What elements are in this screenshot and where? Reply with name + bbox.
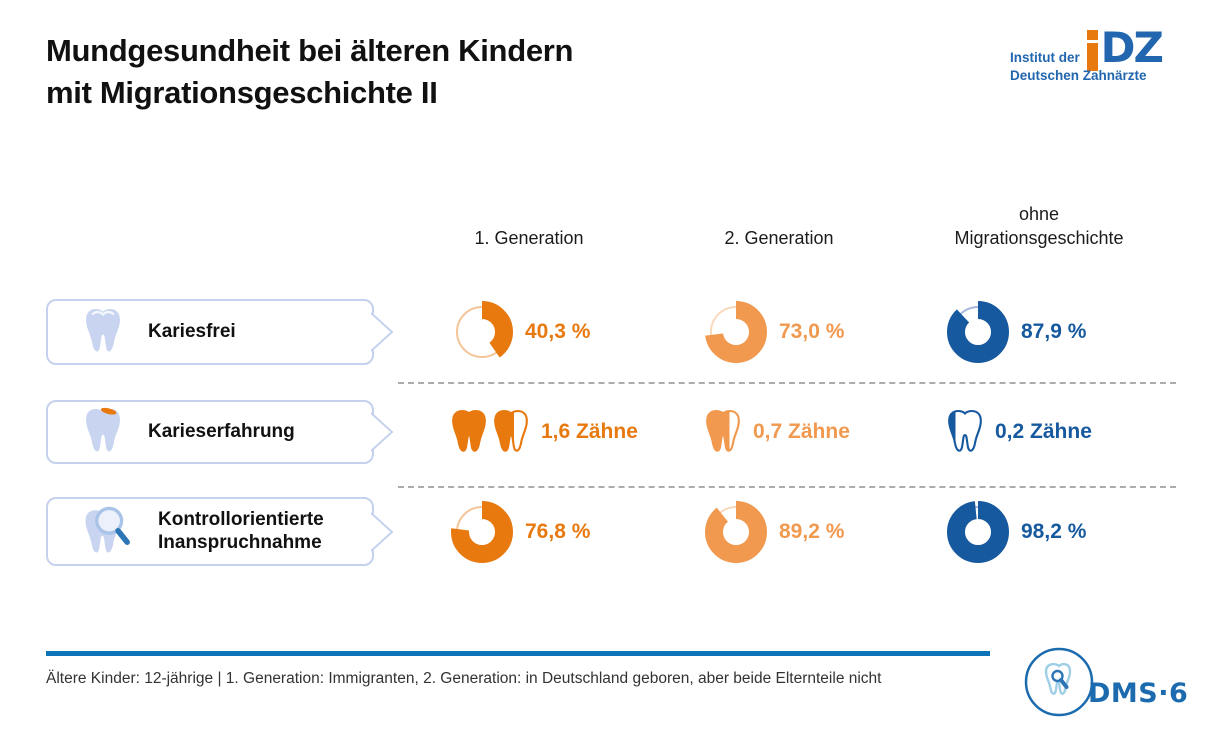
- stat-value: 98,2 %: [1021, 519, 1087, 543]
- stat-value: 89,2 %: [779, 519, 845, 543]
- stat-value: 40,3 %: [525, 320, 591, 343]
- row-kariesfrei: Kariesfrei 40,3 % 73,0 % 8: [46, 299, 1176, 365]
- column-header-gen2: 2. Generation: [724, 227, 834, 248]
- tooth-icon: [86, 308, 120, 352]
- tooth-partial-icon: [494, 409, 528, 452]
- stat-cell: 89,2 %: [656, 500, 902, 564]
- row-label-cell: Kontrollorientierte Inanspruchnahme: [46, 497, 402, 566]
- dms6-label: DMS·6: [1088, 678, 1189, 709]
- row-karieserfahrung: Karieserfahrung 1,6 Zähne 0,7 Zähne 0,2 …: [46, 400, 1176, 464]
- donut-chart: [705, 500, 767, 563]
- row-label-box: Kontrollorientierte Inanspruchnahme: [46, 497, 374, 566]
- page-title: Mundgesundheit bei älteren Kindern mit M…: [46, 30, 573, 113]
- row-label-box: Kariesfrei: [46, 299, 374, 365]
- column-header-ohne: ohne Migrationsgeschichte: [954, 204, 1124, 248]
- donut-chart: [451, 500, 513, 563]
- label-pointer-icon: [371, 312, 394, 352]
- row-label-cell: Kariesfrei: [46, 299, 402, 365]
- teeth-pictogram: [704, 408, 742, 457]
- idz-i-icon: [1086, 30, 1098, 71]
- footer-rule: [46, 651, 990, 656]
- stat-cell: 73,0 %: [656, 300, 902, 364]
- stat-cell: 0,2 Zähne: [902, 408, 1176, 457]
- stat-value: 76,8 %: [525, 519, 591, 543]
- donut-chart: [947, 301, 1009, 363]
- label-pointer-icon: [371, 412, 394, 452]
- title-line-2: mit Migrationsgeschichte II: [46, 74, 438, 110]
- row-separator: [398, 486, 1176, 488]
- idz-dz-letters: DZ: [1100, 23, 1164, 72]
- stat-value: 1,6 Zähne: [541, 420, 638, 443]
- stat-value: 87,9 %: [1021, 320, 1087, 343]
- idz-logo-mark: DZ: [1086, 23, 1164, 72]
- stat-cell: 76,8 %: [402, 500, 656, 564]
- stat-cell: 1,6 Zähne: [402, 408, 656, 457]
- footnote: Ältere Kinder: 12-jährige | 1. Generatio…: [46, 670, 882, 687]
- row-label: Karieserfahrung: [148, 420, 295, 442]
- column-headers: 1. Generation 2. Generation ohne Migrati…: [46, 192, 1176, 250]
- stat-cell: 40,3 %: [402, 300, 656, 364]
- row-inanspruchnahme: Kontrollorientierte Inanspruchnahme 76,8…: [46, 497, 1176, 566]
- stat-value: 73,0 %: [779, 320, 845, 343]
- teeth-pictogram: [946, 408, 984, 457]
- tooth-caries-icon: [86, 407, 120, 452]
- row-separator: [398, 382, 1176, 384]
- row-label: Kariesfrei: [148, 320, 236, 342]
- dms6-logo: DMS·6: [1022, 644, 1192, 728]
- column-header-gen1: 1. Generation: [474, 227, 584, 248]
- idz-logo: DZ Institut der Deutschen Zahnärzte: [1010, 23, 1164, 86]
- teeth-pictogram: [450, 408, 530, 457]
- dms6-circle-icon: [1024, 647, 1094, 717]
- label-pointer-icon: [371, 511, 394, 552]
- tooth-partial-icon: [948, 409, 982, 452]
- title-line-1: Mundgesundheit bei älteren Kindern: [46, 33, 574, 68]
- row-label-box: Karieserfahrung: [46, 400, 374, 464]
- row-label-cell: Karieserfahrung: [46, 400, 402, 464]
- donut-chart: [705, 301, 767, 363]
- stat-cell: 87,9 %: [902, 300, 1176, 364]
- stat-value: 0,7 Zähne: [753, 420, 850, 443]
- stat-cell: 0,7 Zähne: [656, 408, 902, 457]
- stat-cell: 98,2 %: [902, 500, 1176, 564]
- row-label: Kontrollorientierte Inanspruchnahme: [158, 509, 324, 553]
- donut-chart: [451, 301, 513, 363]
- tooth-value-icon: [452, 409, 486, 452]
- tooth-partial-icon: [706, 409, 740, 452]
- donut-chart: [947, 500, 1009, 563]
- tooth-magnifier-icon: [85, 506, 130, 553]
- idz-text-line1: Institut der: [1010, 50, 1080, 65]
- stat-value: 0,2 Zähne: [995, 420, 1092, 443]
- idz-text-line2: Deutschen Zahnärzte: [1010, 68, 1147, 83]
